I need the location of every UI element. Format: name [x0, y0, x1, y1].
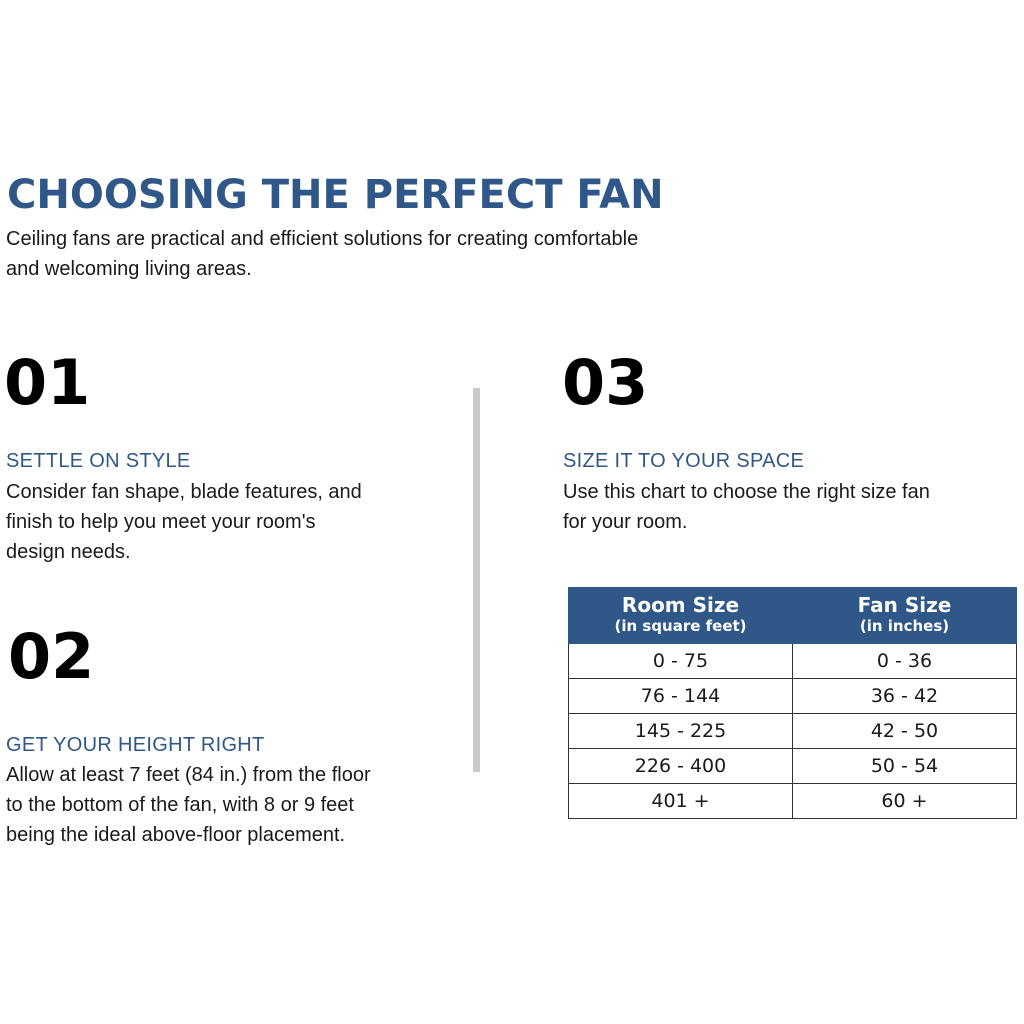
- intro-text: Ceiling fans are practical and efficient…: [6, 224, 638, 284]
- text-line: to the bottom of the fan, with 8 or 9 fe…: [6, 794, 354, 816]
- fan-size-cell: 60 +: [792, 783, 1017, 819]
- table-row: 0 - 75 0 - 36: [568, 643, 1017, 679]
- section-text-height: Allow at least 7 feet (84 in.) from the …: [6, 760, 371, 850]
- intro-line: Ceiling fans are practical and efficient…: [6, 228, 639, 250]
- text-line: Use this chart to choose the right size …: [563, 481, 930, 503]
- text-line: Allow at least 7 feet (84 in.) from the …: [6, 764, 371, 786]
- vertical-divider: [473, 388, 480, 772]
- header-fan-size: Fan Size (in inches): [792, 587, 1017, 644]
- fan-size-cell: 0 - 36: [792, 643, 1017, 679]
- text-line: Consider fan shape, blade features, and: [6, 481, 362, 503]
- text-line: finish to help you meet your room's: [6, 511, 316, 533]
- section-heading-height: GET YOUR HEIGHT RIGHT: [6, 734, 265, 756]
- section-number-03: 03: [562, 346, 649, 419]
- text-line: for your room.: [563, 511, 688, 533]
- section-text-size: Use this chart to choose the right size …: [563, 477, 930, 537]
- room-size-cell: 76 - 144: [568, 678, 793, 714]
- table-row: 76 - 144 36 - 42: [568, 678, 1017, 714]
- room-size-cell: 401 +: [568, 783, 793, 819]
- table-row: 226 - 400 50 - 54: [568, 748, 1017, 784]
- table-row: 145 - 225 42 - 50: [568, 713, 1017, 749]
- header-room-size: Room Size (in square feet): [568, 587, 793, 644]
- table-header-row: Room Size (in square feet) Fan Size (in in…: [568, 587, 1017, 644]
- section-heading-size: SIZE IT TO YOUR SPACE: [563, 450, 805, 472]
- text-line: design needs.: [6, 541, 131, 563]
- section-number-01: 01: [4, 346, 91, 419]
- table-row: 401 +60 +: [568, 783, 1017, 819]
- room-size-cell: 145 - 225: [568, 713, 793, 749]
- text-line: being the ideal above-floor placement.: [6, 824, 346, 846]
- page-title: CHOOSING THE PERFECT FAN: [7, 172, 664, 218]
- room-size-cell: 226 - 400: [568, 748, 793, 784]
- section-text-style: Consider fan shape, blade features, and …: [6, 477, 362, 567]
- fan-size-cell: 50 - 54: [792, 748, 1017, 784]
- section-heading-style: SETTLE ON STYLE: [6, 450, 191, 472]
- fan-size-cell: 36 - 42: [792, 678, 1017, 714]
- intro-line: and welcoming living areas.: [6, 258, 252, 280]
- fan-size-table: Room Size (in square feet) Fan Size (in in…: [568, 587, 1017, 819]
- section-number-02: 02: [8, 620, 95, 693]
- fan-size-cell: 42 - 50: [792, 713, 1017, 749]
- room-size-cell: 0 - 75: [568, 643, 793, 679]
